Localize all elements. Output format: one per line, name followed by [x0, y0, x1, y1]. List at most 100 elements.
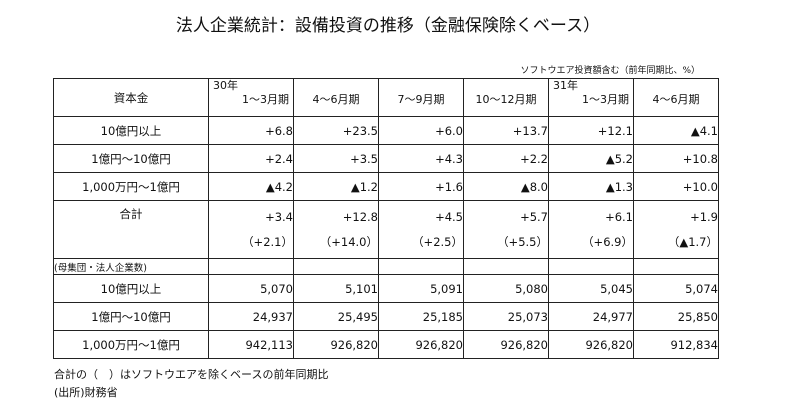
table-cell [548, 258, 634, 275]
total-paren-value: （▲1.7） [667, 234, 718, 249]
header-row: 資本金 30年 1～3月期 4～6月期 7～9月期 10～12月期 31年 1～… [53, 78, 719, 117]
header-period: 1～3月期 [242, 93, 289, 106]
table-cell: +2.2 [463, 144, 549, 173]
table-cell [378, 258, 464, 275]
table-cell: +6.1 （+6.9） [548, 200, 634, 259]
header-year [295, 80, 378, 94]
table-cell: +2.4 [208, 144, 294, 173]
table-row: 10億円以上 5,070 5,101 5,091 5,080 5,045 5,0… [53, 274, 719, 303]
table-cell: +1.9 （▲1.7） [633, 200, 719, 259]
total-value: +1.9 [690, 209, 718, 224]
table-cell: +4.5 （+2.5） [378, 200, 464, 259]
header-period-cell: 7～9月期 [378, 78, 464, 117]
table-cell: 5,045 [548, 274, 634, 303]
total-paren-value: （+5.5） [497, 234, 548, 249]
row-label: 1,000万円～1億円 [53, 172, 209, 201]
total-value: +6.1 [605, 209, 633, 224]
source-note: (出所)財務省 [54, 386, 118, 399]
total-value: +12.8 [342, 209, 378, 224]
table-cell [208, 258, 294, 275]
table-cell [633, 258, 719, 275]
table-cell: 5,080 [463, 274, 549, 303]
row-label: 合計 [53, 200, 209, 259]
row-label: 1億円～10億円 [53, 144, 209, 173]
table-row: 10億円以上 +6.8 +23.5 +6.0 +13.7 +12.1 ▲4.1 [53, 116, 719, 145]
table-cell: +13.7 [463, 116, 549, 145]
table-cell: ▲1.2 [293, 172, 379, 201]
capex-table: 資本金 30年 1～3月期 4～6月期 7～9月期 10～12月期 31年 1～… [53, 78, 719, 359]
total-paren-value: （+2.1） [242, 234, 293, 249]
row-label: 1億円～10億円 [53, 302, 209, 331]
table-cell: 24,977 [548, 302, 634, 331]
table-cell: 926,820 [293, 330, 379, 359]
header-period-cell: 31年 1～3月期 [548, 78, 634, 117]
row-label: 1,000万円～1億円 [53, 330, 209, 359]
table-cell: 25,850 [633, 302, 719, 331]
header-period: 4～6月期 [652, 93, 700, 106]
table-cell: 912,834 [633, 330, 719, 359]
total-paren-value: （+14.0） [319, 234, 378, 249]
table-cell: 5,101 [293, 274, 379, 303]
table-row: 1,000万円～1億円 942,113 926,820 926,820 926,… [53, 330, 719, 359]
total-row: 合計 +3.4 （+2.1） +12.8 （+14.0） +4.5 （+2.5） +5… [53, 200, 719, 259]
table-cell: +5.7 （+5.5） [463, 200, 549, 259]
table-cell: 926,820 [378, 330, 464, 359]
header-period: 4～6月期 [312, 93, 360, 106]
total-value: +4.5 [435, 209, 463, 224]
header-period-cell: 4～6月期 [633, 78, 719, 117]
header-period: 10～12月期 [475, 93, 537, 106]
table-cell: ▲1.3 [548, 172, 634, 201]
table-cell: +6.8 [208, 116, 294, 145]
header-capital-label: 資本金 [53, 78, 209, 117]
header-period-cell: 10～12月期 [463, 78, 549, 117]
table-row: 1億円～10億円 24,937 25,495 25,185 25,073 24,… [53, 302, 719, 331]
row-label: 10億円以上 [53, 116, 209, 145]
table-cell: ▲5.2 [548, 144, 634, 173]
table-cell: 5,074 [633, 274, 719, 303]
header-year [635, 80, 718, 94]
table-cell: 24,937 [208, 302, 294, 331]
header-year [380, 80, 463, 94]
unit-note: ソフトウエア投資額含む（前年同期比、%） [520, 66, 700, 76]
table-cell: 25,185 [378, 302, 464, 331]
table-cell: 25,495 [293, 302, 379, 331]
table-cell: +1.6 [378, 172, 464, 201]
footnote-paren: 合計の（ ）はソフトウエアを除くベースの前年同期比 [54, 368, 329, 381]
table-cell: 5,070 [208, 274, 294, 303]
table-cell: ▲4.1 [633, 116, 719, 145]
table-row: 1億円～10億円 +2.4 +3.5 +4.3 +2.2 ▲5.2 +10.8 [53, 144, 719, 173]
header-period: 1～3月期 [582, 93, 629, 106]
table-cell [293, 258, 379, 275]
table-cell: 926,820 [463, 330, 549, 359]
header-period: 7～9月期 [397, 93, 445, 106]
table-cell: 5,091 [378, 274, 464, 303]
table-cell: 25,073 [463, 302, 549, 331]
total-value: +3.4 [265, 209, 293, 224]
table-row: 1,000万円～1億円 ▲4.2 ▲1.2 +1.6 ▲8.0 ▲1.3 +10… [53, 172, 719, 201]
table-cell [463, 258, 549, 275]
page-title: 法人企業統計：設備投資の推移（金融保険除くベース） [175, 16, 601, 36]
table-cell: ▲8.0 [463, 172, 549, 201]
table-cell: +12.8 （+14.0） [293, 200, 379, 259]
header-year: 31年 [553, 79, 578, 93]
table-cell: +3.4 （+2.1） [208, 200, 294, 259]
table-cell: 942,113 [208, 330, 294, 359]
header-year: 30年 [213, 79, 238, 93]
total-paren-value: （+6.9） [582, 234, 633, 249]
section-row: (母集団・法人企業数) [53, 258, 719, 275]
section-label: (母集団・法人企業数) [53, 258, 209, 275]
header-period-cell: 30年 1～3月期 [208, 78, 294, 117]
table-cell: +23.5 [293, 116, 379, 145]
table-cell: +10.0 [633, 172, 719, 201]
header-year [465, 80, 548, 94]
table-cell: +12.1 [548, 116, 634, 145]
total-value: +5.7 [520, 209, 548, 224]
table-cell: ▲4.2 [208, 172, 294, 201]
header-period-cell: 4～6月期 [293, 78, 379, 117]
table-cell: +3.5 [293, 144, 379, 173]
table-cell: +10.8 [633, 144, 719, 173]
table-cell: +6.0 [378, 116, 464, 145]
total-paren-value: （+2.5） [412, 234, 463, 249]
table-cell: 926,820 [548, 330, 634, 359]
row-label: 10億円以上 [53, 274, 209, 303]
